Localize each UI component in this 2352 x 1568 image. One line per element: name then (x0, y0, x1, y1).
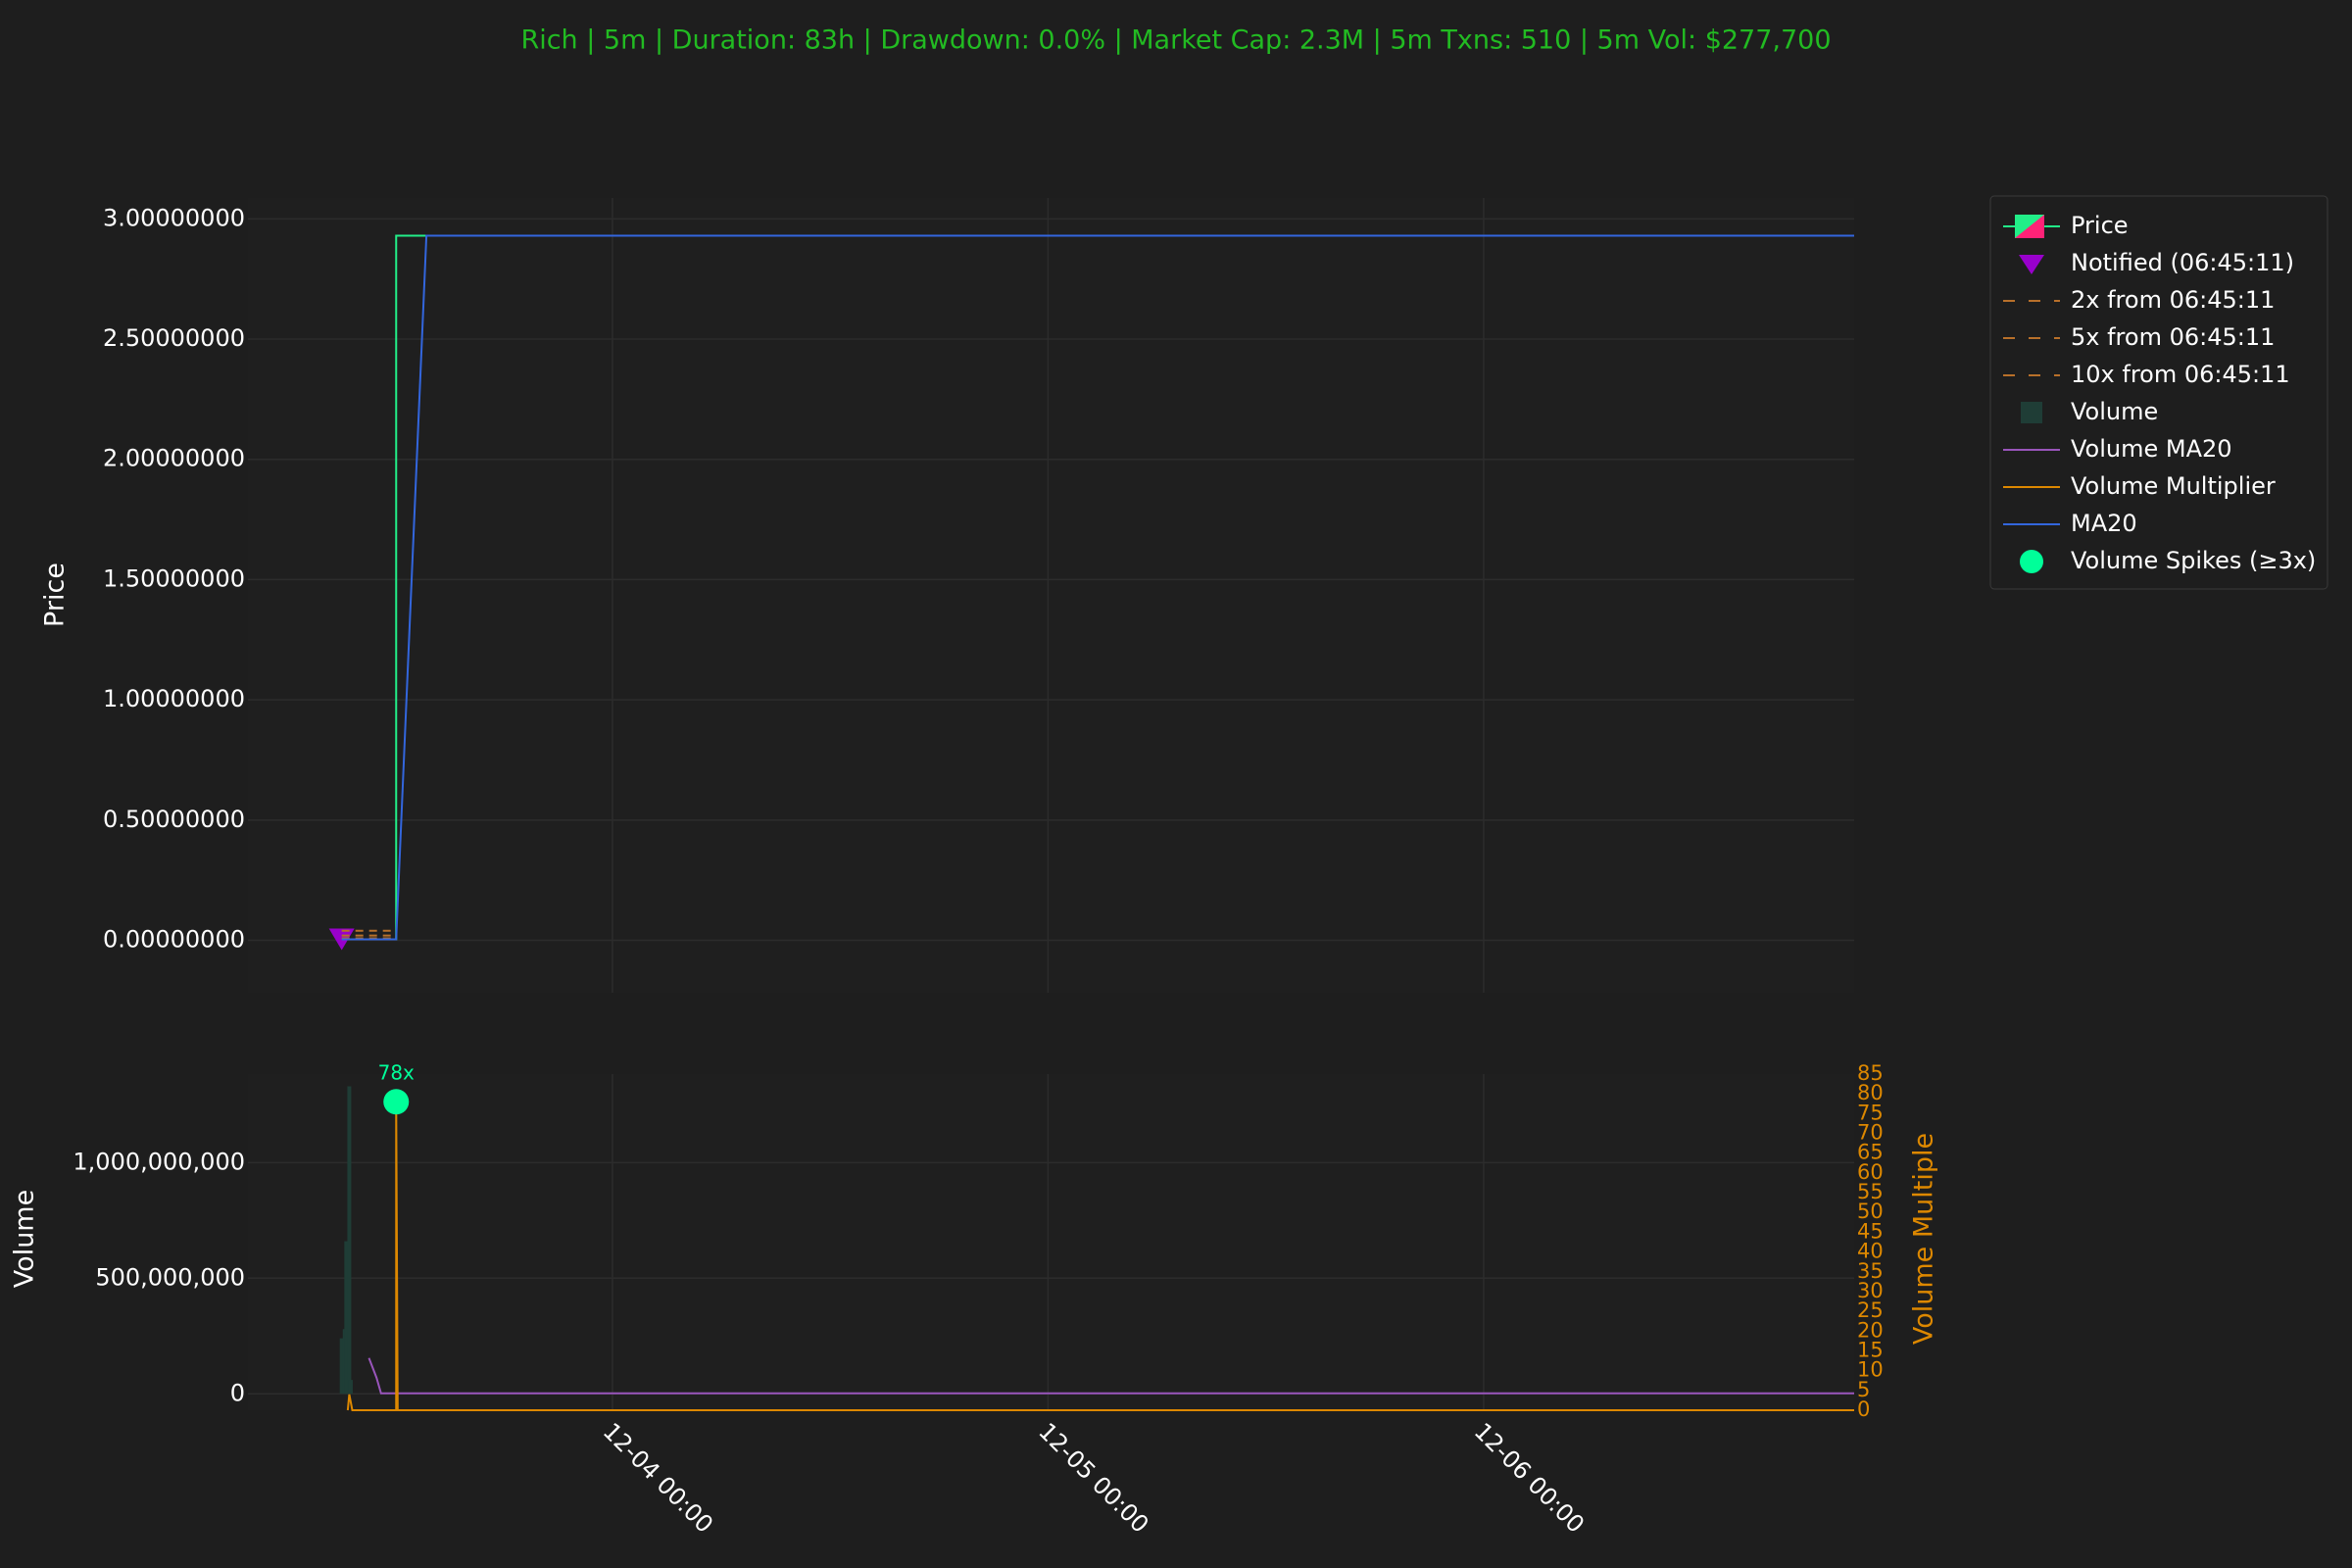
y2-tick-label: 85 (1857, 1061, 1884, 1085)
legend-label: Volume (2071, 398, 2158, 425)
y2-tick-label: 35 (1857, 1259, 1884, 1283)
y2-tick-label: 20 (1857, 1318, 1884, 1342)
y2-tick-label: 50 (1857, 1200, 1884, 1223)
y-tick-label: 1,000,000,000 (73, 1148, 245, 1175)
legend-icon (2019, 255, 2044, 274)
legend-box (1989, 195, 2328, 590)
y2-tick-label: 80 (1857, 1081, 1884, 1104)
legend-label: 10x from 06:45:11 (2071, 361, 2290, 388)
plot-area (248, 198, 1854, 993)
legend-label: Volume MA20 (2071, 435, 2232, 463)
volume-bar (347, 1086, 352, 1395)
y2-tick-label: 25 (1857, 1298, 1884, 1322)
legend-icon (2021, 402, 2042, 423)
y-axis-label: Volume (10, 1190, 40, 1288)
legend-icon (2015, 215, 2044, 238)
y2-tick-label: 0 (1857, 1397, 1870, 1421)
series-line (341, 234, 1854, 941)
y-tick-label: 3.00000000 (103, 204, 245, 231)
y2-tick-label: 55 (1857, 1180, 1884, 1203)
y2-tick-label: 70 (1857, 1121, 1884, 1145)
y2-tick-label: 65 (1857, 1141, 1884, 1164)
y2-tick-label: 60 (1857, 1160, 1884, 1184)
y-tick-label: 0.50000000 (103, 806, 245, 833)
y-tick-label: 2.00000000 (103, 445, 245, 472)
y2-tick-label: 45 (1857, 1219, 1884, 1243)
chart-title: Rich | 5m | Duration: 83h | Drawdown: 0.… (520, 25, 1831, 56)
y2-tick-label: 10 (1857, 1358, 1884, 1382)
y2-tick-label: 75 (1857, 1101, 1884, 1124)
legend-label: Notified (06:45:11) (2071, 249, 2294, 276)
y-tick-label: 0 (230, 1379, 245, 1406)
legend-label: Price (2071, 212, 2129, 239)
legend-label: MA20 (2071, 510, 2137, 537)
y2-tick-label: 30 (1857, 1279, 1884, 1302)
y-tick-label: 2.50000000 (103, 324, 245, 352)
series-line (346, 1102, 1854, 1411)
plot-area (248, 1074, 1854, 1410)
series-line (368, 1357, 1854, 1395)
y2-axis-label: Volume Multiple (1909, 1133, 1939, 1345)
legend-label: Volume Multiplier (2071, 472, 2276, 500)
y2-tick-label: 5 (1857, 1378, 1870, 1401)
y-tick-label: 500,000,000 (95, 1263, 245, 1291)
y-tick-label: 1.00000000 (103, 685, 245, 712)
volume-bar (344, 1241, 349, 1395)
y2-tick-label: 40 (1857, 1240, 1884, 1263)
volume-bar (339, 1338, 344, 1395)
data-label: 78x (378, 1061, 415, 1085)
y-axis-label: Price (40, 563, 71, 627)
legend-label: 5x from 06:45:11 (2071, 323, 2275, 351)
spike-marker (383, 1089, 410, 1115)
y2-tick-label: 15 (1857, 1338, 1884, 1361)
legend-icon (2020, 550, 2043, 573)
y-tick-label: 0.00000000 (103, 926, 245, 954)
y-tick-label: 1.50000000 (103, 564, 245, 592)
volume-bar (348, 1380, 353, 1395)
legend-label: 2x from 06:45:11 (2071, 286, 2275, 314)
legend-label: Volume Spikes (≥3x) (2071, 547, 2316, 574)
